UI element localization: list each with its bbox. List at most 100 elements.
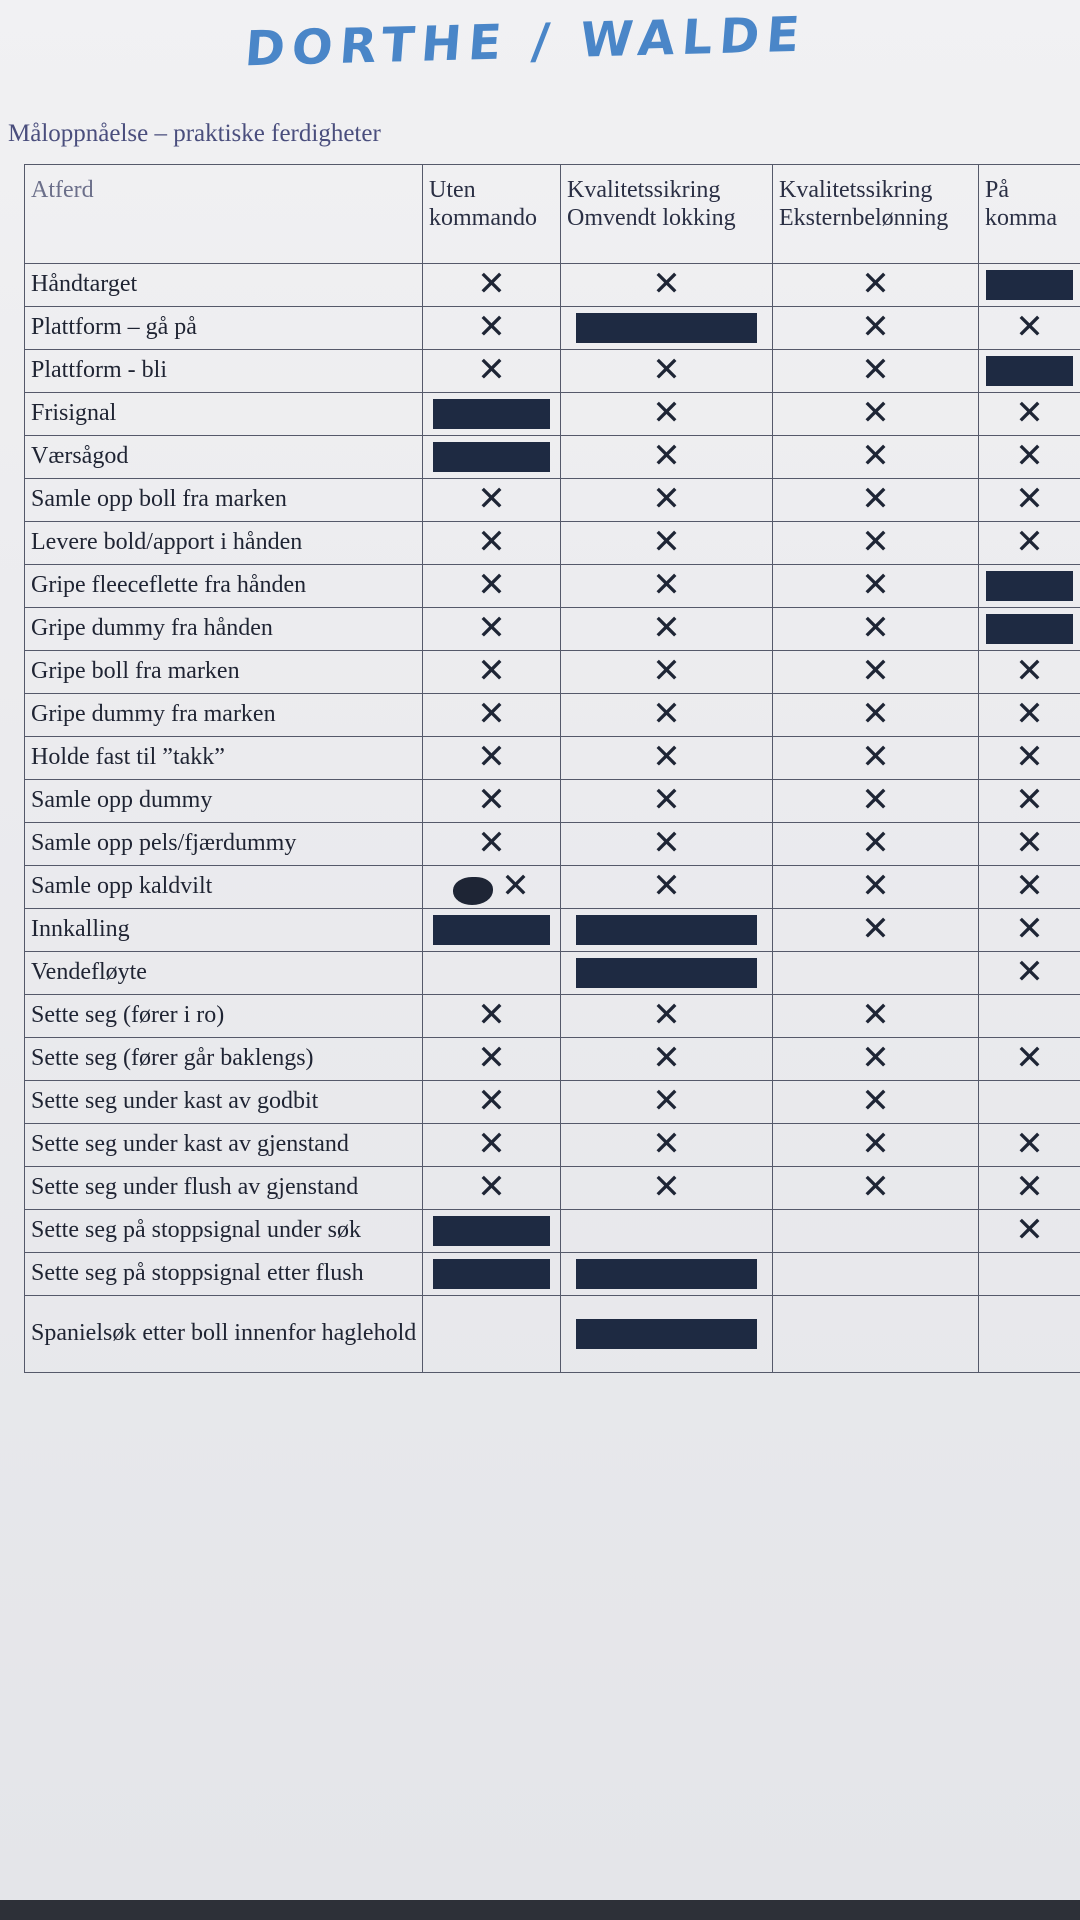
handwritten-title: DORTHE / WALDE — [242, 6, 809, 78]
x-mark-icon: ✕ — [1015, 479, 1044, 520]
x-mark-icon: ✕ — [1015, 1124, 1044, 1165]
behaviour-label: Innkalling — [24, 908, 423, 952]
x-mark-icon: ✕ — [1015, 823, 1044, 864]
mark-cell: ✕ — [772, 392, 979, 436]
mark-cell: ✕ — [560, 1080, 773, 1124]
mark-cell: ✕ — [422, 736, 561, 780]
x-mark-icon: ✕ — [861, 1167, 890, 1208]
x-mark-icon: ✕ — [501, 865, 530, 906]
header-behaviour: Atferd — [24, 164, 423, 264]
mark-cell: ✕ — [772, 306, 979, 350]
x-mark-icon: ✕ — [1015, 1210, 1044, 1251]
mark-cell — [422, 1295, 561, 1373]
x-mark-icon: ✕ — [1015, 952, 1044, 993]
header-on-command: På komma — [978, 164, 1080, 264]
blacked-out-bar — [575, 1319, 758, 1349]
behaviour-label: Plattform – gå på — [24, 306, 423, 350]
x-mark-icon: ✕ — [477, 1124, 506, 1165]
skills-table: Atferd Uten kommando Kvalitetssikring Om… — [24, 164, 1080, 1373]
mark-cell: ✕ — [422, 349, 561, 393]
x-mark-icon: ✕ — [1015, 1167, 1044, 1208]
mark-cell: ✕ — [560, 263, 773, 307]
behaviour-label: Frisignal — [24, 392, 423, 436]
behaviour-label: Holde fast til ”takk” — [24, 736, 423, 780]
behaviour-label: Levere bold/apport i hånden — [24, 521, 423, 565]
x-mark-icon: ✕ — [652, 479, 681, 520]
mark-cell — [772, 1252, 979, 1296]
header-reverse-luring: Kvalitetssikring Omvendt lokking — [560, 164, 773, 264]
mark-cell: ✕ — [978, 1037, 1080, 1081]
mark-cell: ✕ — [978, 779, 1080, 823]
table-row: Innkalling ✕ ✕ — [24, 908, 1080, 952]
x-mark-icon: ✕ — [652, 1124, 681, 1165]
mark-cell: ✕ — [560, 822, 773, 866]
x-mark-icon: ✕ — [477, 1167, 506, 1208]
x-mark-icon: ✕ — [861, 780, 890, 821]
x-mark-icon: ✕ — [1015, 780, 1044, 821]
mark-cell: ✕ — [560, 564, 773, 608]
mark-cell — [978, 1295, 1080, 1373]
mark-cell — [560, 908, 773, 952]
mark-cell — [422, 951, 561, 995]
behaviour-label: Gripe dummy fra hånden — [24, 607, 423, 651]
mark-cell: ✕ — [422, 1037, 561, 1081]
table-row: Levere bold/apport i hånden ✕ ✕ ✕ ✕ — [24, 521, 1080, 565]
x-mark-icon: ✕ — [652, 608, 681, 649]
x-mark-icon: ✕ — [861, 866, 890, 907]
mark-cell — [978, 564, 1080, 608]
behaviour-label: Samle opp boll fra marken — [24, 478, 423, 522]
blacked-out-bar — [986, 571, 1073, 601]
table-row: Sette seg under kast av godbit ✕ ✕ ✕ — [24, 1080, 1080, 1124]
mark-cell — [978, 607, 1080, 651]
x-mark-icon: ✕ — [652, 1167, 681, 1208]
table-caption: Måloppnåelse – praktiske ferdigheter — [8, 120, 381, 147]
mark-cell: ✕ — [560, 1123, 773, 1167]
mark-cell — [978, 263, 1080, 307]
x-mark-icon: ✕ — [652, 866, 681, 907]
mark-cell: ✕ — [772, 650, 979, 694]
x-mark-icon: ✕ — [861, 737, 890, 778]
mark-cell: ✕ — [422, 865, 561, 909]
x-mark-icon: ✕ — [861, 522, 890, 563]
behaviour-label: Sette seg under flush av gjenstand — [24, 1166, 423, 1210]
mark-cell: ✕ — [560, 693, 773, 737]
x-mark-icon: ✕ — [861, 608, 890, 649]
behaviour-label: Samle opp dummy — [24, 779, 423, 823]
x-mark-icon: ✕ — [477, 479, 506, 520]
x-mark-icon: ✕ — [652, 1038, 681, 1079]
x-mark-icon: ✕ — [477, 823, 506, 864]
table-row: Gripe boll fra marken ✕ ✕ ✕ ✕ — [24, 650, 1080, 694]
x-mark-icon: ✕ — [477, 1081, 506, 1122]
x-mark-icon: ✕ — [1015, 737, 1044, 778]
mark-cell: ✕ — [978, 951, 1080, 995]
behaviour-label: Gripe dummy fra marken — [24, 693, 423, 737]
bottom-edge — [0, 1900, 1080, 1920]
mark-cell: ✕ — [978, 822, 1080, 866]
behaviour-label: Håndtarget — [24, 263, 423, 307]
mark-cell: ✕ — [978, 392, 1080, 436]
mark-cell: ✕ — [772, 908, 979, 952]
mark-cell: ✕ — [422, 822, 561, 866]
mark-cell — [422, 392, 561, 436]
x-mark-icon: ✕ — [1015, 307, 1044, 348]
x-mark-icon: ✕ — [652, 436, 681, 477]
mark-cell — [978, 1252, 1080, 1296]
x-mark-icon: ✕ — [477, 264, 506, 305]
behaviour-label: Sette seg på stoppsignal under søk — [24, 1209, 423, 1253]
x-mark-icon: ✕ — [861, 393, 890, 434]
table-row: Plattform - bli ✕ ✕ ✕ — [24, 349, 1080, 393]
mark-cell: ✕ — [772, 349, 979, 393]
mark-cell: ✕ — [978, 650, 1080, 694]
table-row: Gripe fleeceflette fra hånden ✕ ✕ ✕ — [24, 564, 1080, 608]
x-mark-icon: ✕ — [652, 350, 681, 391]
blacked-out-bar — [986, 614, 1073, 644]
x-mark-icon: ✕ — [861, 694, 890, 735]
mark-cell: ✕ — [772, 865, 979, 909]
mark-cell: ✕ — [772, 1037, 979, 1081]
ink-blot — [453, 877, 494, 906]
behaviour-label: Samle opp kaldvilt — [24, 865, 423, 909]
table-row: Samle opp kaldvilt ✕ ✕ ✕ ✕ — [24, 865, 1080, 909]
x-mark-icon: ✕ — [861, 995, 890, 1036]
table-row: Samle opp pels/fjærdummy ✕ ✕ ✕ ✕ — [24, 822, 1080, 866]
table-row: Sette seg på stoppsignal etter flush — [24, 1252, 1080, 1296]
